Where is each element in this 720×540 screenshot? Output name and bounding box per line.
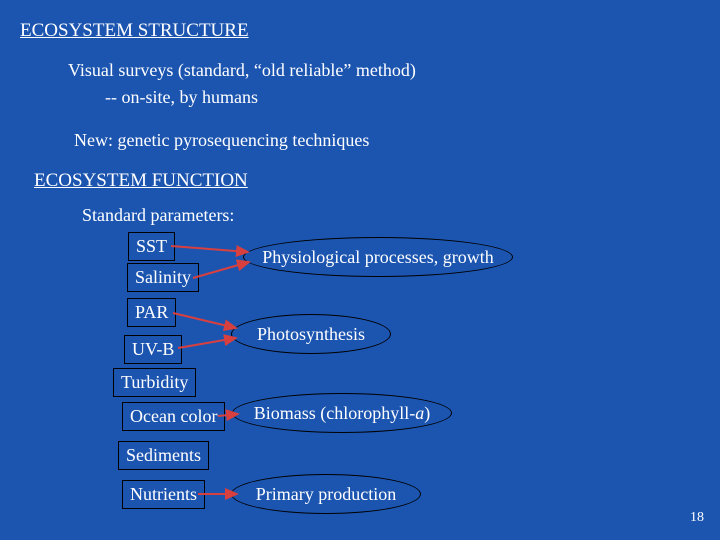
param-ocean-color: Ocean color (122, 402, 225, 431)
text-genetic: New: genetic pyrosequencing techniques (74, 130, 369, 151)
text-onsite: -- on-site, by humans (105, 87, 258, 108)
heading-ecosystem-structure: ECOSYSTEM STRUCTURE (20, 20, 249, 42)
param-turbidity: Turbidity (113, 368, 196, 397)
text-visual-surveys: Visual surveys (standard, “old reliable”… (68, 60, 416, 81)
target-primary: Primary production (231, 474, 421, 514)
param-nutrients: Nutrients (122, 480, 205, 509)
target-physio: Physiological processes, growth (243, 237, 513, 277)
target-biomass-text: Biomass (chlorophyll-a) (254, 403, 430, 424)
param-par: PAR (127, 298, 176, 327)
target-photo: Photosynthesis (231, 314, 391, 354)
target-biomass: Biomass (chlorophyll-a) (232, 393, 452, 433)
param-uvb: UV-B (124, 335, 182, 364)
text-standard-params: Standard parameters: (82, 205, 234, 226)
heading-ecosystem-function: ECOSYSTEM FUNCTION (34, 170, 248, 192)
target-physio-text: Physiological processes, growth (262, 247, 493, 268)
target-photo-text: Photosynthesis (257, 324, 365, 345)
param-salinity: Salinity (127, 263, 199, 292)
target-primary-text: Primary production (256, 484, 396, 505)
param-sst: SST (128, 232, 175, 261)
param-sediments: Sediments (118, 441, 209, 470)
page-number: 18 (690, 510, 704, 526)
